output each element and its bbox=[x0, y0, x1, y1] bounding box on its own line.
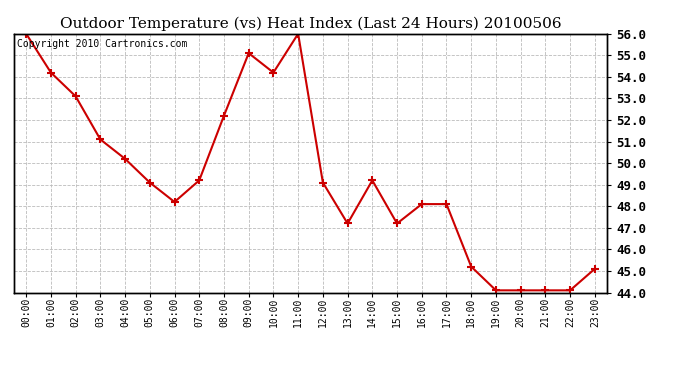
Text: Copyright 2010 Cartronics.com: Copyright 2010 Cartronics.com bbox=[17, 39, 187, 49]
Title: Outdoor Temperature (vs) Heat Index (Last 24 Hours) 20100506: Outdoor Temperature (vs) Heat Index (Las… bbox=[60, 17, 561, 31]
